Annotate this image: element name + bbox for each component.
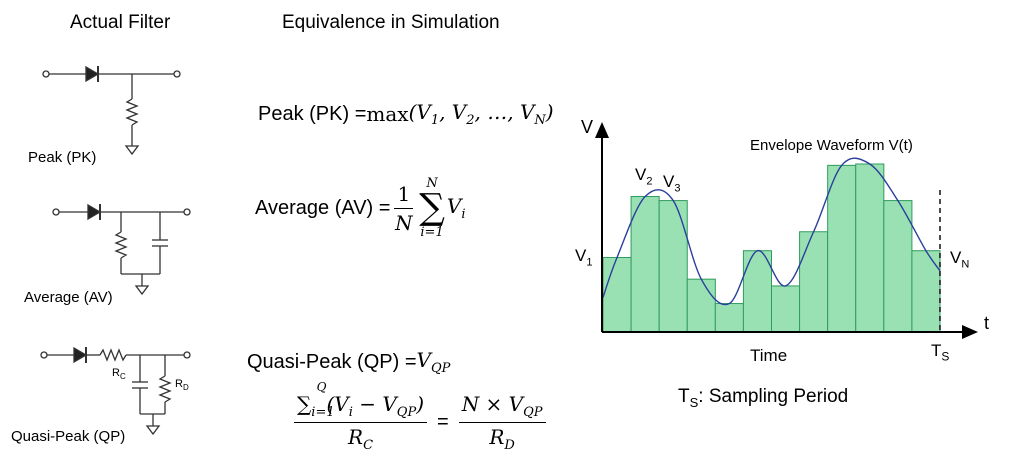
sample-bar	[855, 163, 885, 333]
equivalence-heading: Equivalence in Simulation	[282, 12, 500, 33]
sample-bar	[714, 303, 744, 333]
qp-label: Quasi-Peak (QP)	[11, 428, 126, 445]
rd-label: RD	[175, 378, 189, 393]
envelope-curve	[602, 157, 941, 306]
sample-bars	[602, 163, 941, 333]
sampling-period-label: TS: Sampling Period	[678, 386, 849, 410]
sample-bar	[602, 256, 632, 333]
time-label: Time	[750, 346, 788, 365]
v3-label: V3	[663, 172, 681, 195]
vn-label: VN	[950, 248, 970, 271]
v2-label: V2	[635, 165, 653, 188]
sample-bar	[827, 164, 857, 333]
pk-label: Peak (PK)	[28, 149, 97, 166]
pk-equation: Peak (PK) = max (V1, V2, …, VN)	[258, 100, 554, 128]
v1-label: V1	[575, 246, 593, 269]
av-label: Average (AV)	[24, 289, 113, 306]
rc-label: RC	[112, 367, 126, 382]
sample-bar	[630, 196, 660, 333]
qp-balance-equation: ∑i=1Q(Vi − VQP) RC = N × VQP RD	[290, 380, 550, 453]
sample-bar	[799, 231, 829, 333]
sample-bar	[742, 250, 773, 333]
actual-filter-heading: Actual Filter	[70, 12, 171, 33]
qp-equation: Quasi-Peak (QP) = VQP	[247, 348, 451, 376]
av-circuit	[52, 203, 191, 296]
envelope-label: Envelope Waveform V(t)	[750, 137, 913, 154]
sample-bar	[658, 200, 688, 333]
y-axis-label: V	[581, 117, 594, 137]
ts-label: TS	[931, 341, 950, 364]
x-axis-arrow	[962, 325, 978, 339]
pk-circuit	[42, 65, 181, 156]
qp-circuit	[40, 346, 191, 436]
y-axis-arrow	[595, 122, 609, 138]
x-axis-label: t	[984, 313, 990, 333]
sample-bar	[911, 250, 941, 333]
sample-bar	[686, 278, 716, 333]
sample-bar	[771, 285, 801, 333]
sample-bar	[883, 200, 913, 333]
